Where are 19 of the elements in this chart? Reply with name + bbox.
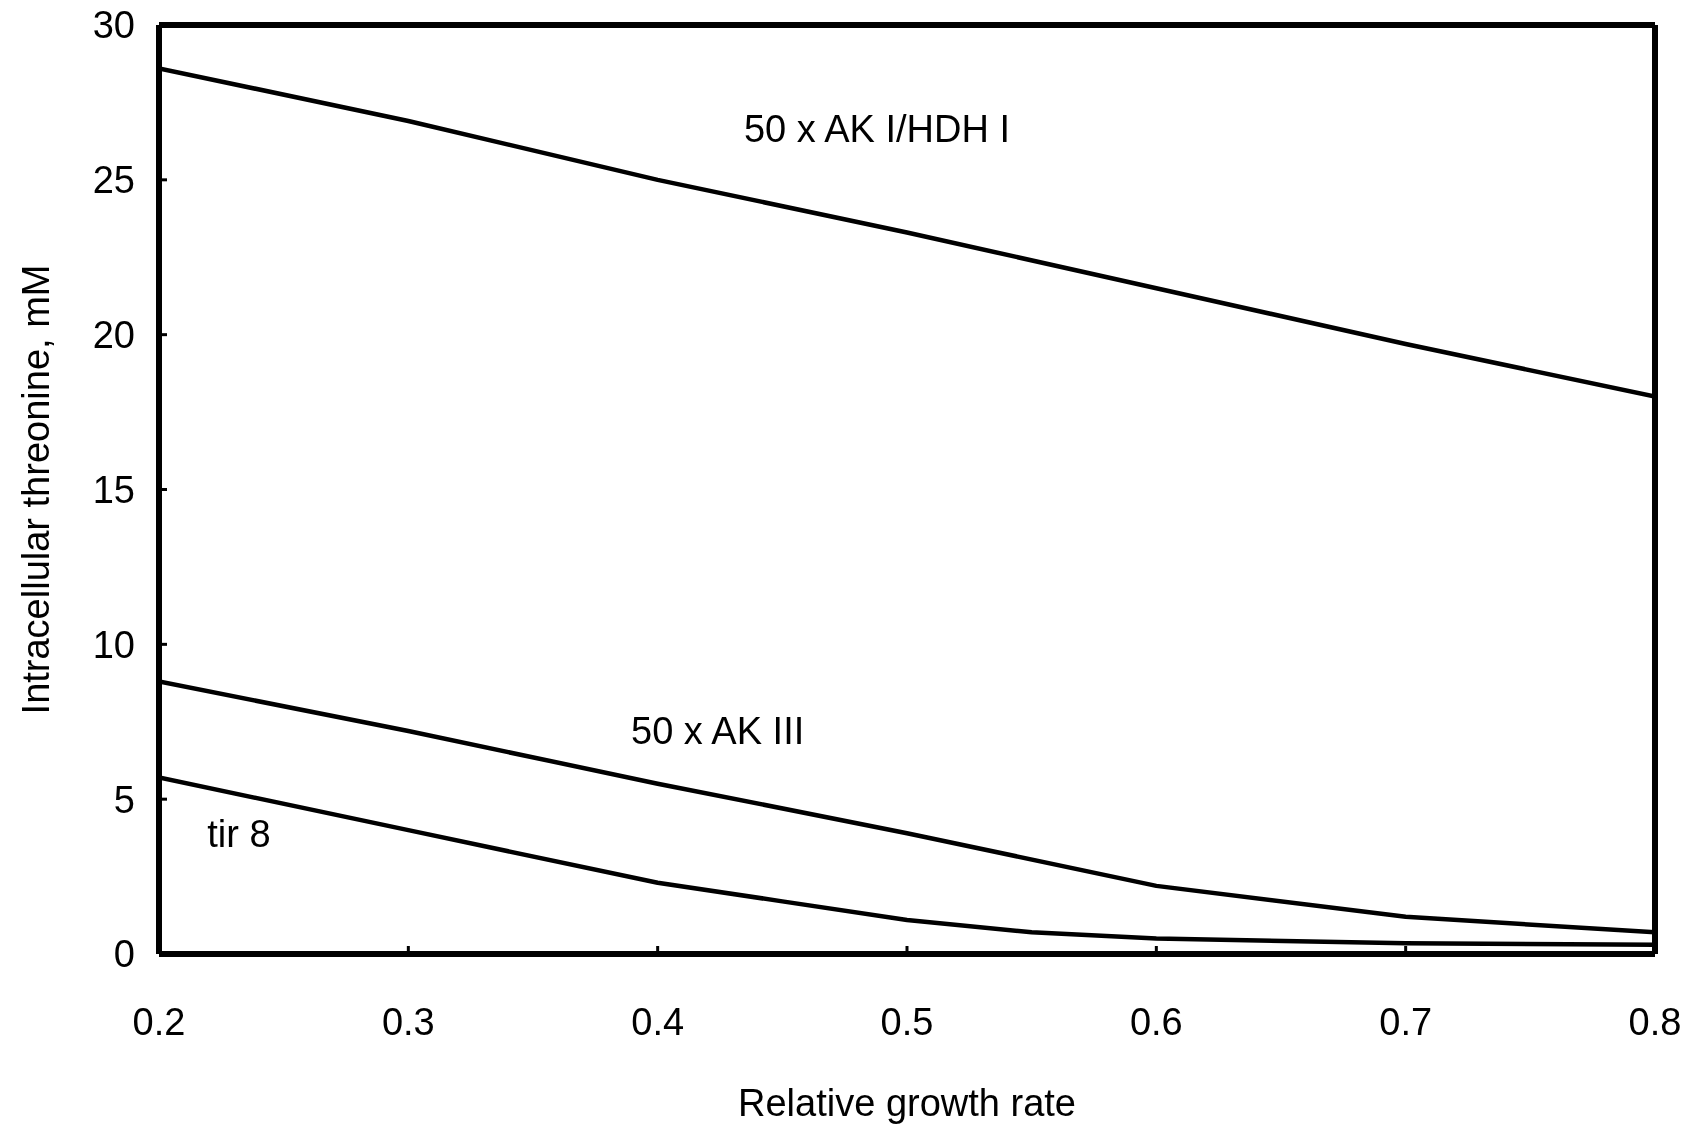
x-tick-label: 0.7 [1379, 1000, 1433, 1043]
y-tick-label: 25 [92, 159, 135, 202]
x-tick-label: 0.5 [880, 1000, 934, 1043]
y-axis-title: Intracellular threonine, mM [15, 264, 58, 715]
y-tick-label: 10 [92, 623, 135, 666]
y-tick-label: 20 [92, 314, 135, 357]
y-tick-label: 0 [113, 933, 135, 976]
x-tick-label: 0.2 [132, 1000, 186, 1043]
x-axis-title: Relative growth rate [738, 1082, 1076, 1124]
series-label: 50 x AK I/HDH I [743, 108, 1011, 151]
y-tick-label: 5 [113, 778, 135, 821]
series-label: 50 x AK III [631, 709, 805, 752]
x-tick-label: 0.8 [1628, 1000, 1682, 1043]
x-tick-label: 0.4 [631, 1000, 685, 1043]
y-tick-label: 15 [92, 468, 135, 511]
x-tick-label: 0.6 [1129, 1000, 1183, 1043]
y-tick-label: 30 [92, 4, 135, 47]
series-label: tir 8 [207, 813, 271, 856]
x-tick-label: 0.3 [381, 1000, 435, 1043]
